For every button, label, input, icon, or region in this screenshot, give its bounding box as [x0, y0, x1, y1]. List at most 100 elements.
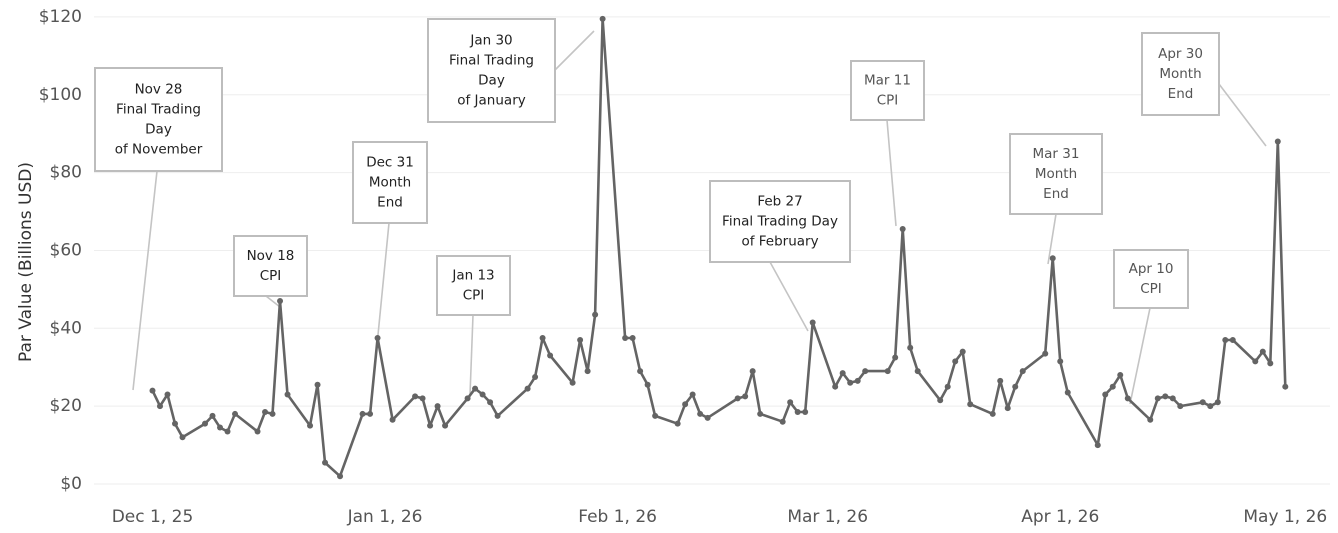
annotation-text: CPI [1140, 281, 1162, 297]
y-tick-label: $60 [50, 240, 82, 260]
data-point [1169, 395, 1176, 402]
y-tick-label: $100 [39, 85, 82, 105]
data-point [412, 393, 419, 400]
annotation-callout: Nov 28 Final Trading Day of November [94, 67, 223, 172]
annotation-text: Month [369, 175, 411, 191]
annotation-text: Day [478, 73, 505, 89]
data-point [434, 403, 441, 410]
data-point [1102, 391, 1109, 398]
data-point [269, 410, 276, 417]
data-point [952, 358, 959, 365]
data-point [1147, 416, 1154, 423]
data-point [539, 335, 546, 342]
data-point [314, 381, 321, 388]
data-point [779, 418, 786, 425]
data-point [1162, 393, 1169, 400]
data-point [674, 420, 681, 427]
data-point [577, 336, 584, 343]
data-point [967, 401, 974, 408]
data-point [1267, 360, 1274, 367]
annotation-leader-line [469, 314, 474, 396]
annotation-box [436, 255, 511, 316]
annotation-text: CPI [877, 93, 899, 109]
data-point [569, 379, 576, 386]
data-point [464, 395, 471, 402]
data-point [427, 422, 434, 429]
data-point [1199, 399, 1206, 406]
annotation-text: CPI [463, 288, 485, 304]
x-tick-label: Mar 1, 26 [787, 507, 868, 527]
data-point [1094, 442, 1101, 449]
annotation-text: Month [1159, 66, 1201, 82]
annotation-text: of February [741, 234, 818, 250]
data-point [547, 352, 554, 359]
data-point [172, 420, 179, 427]
x-tick-label: Jan 1, 26 [347, 507, 423, 527]
data-point [697, 410, 704, 417]
data-point [532, 373, 539, 380]
data-point [224, 428, 231, 435]
data-point [284, 391, 291, 398]
annotation-leader-line [1218, 83, 1267, 147]
data-point [907, 344, 914, 351]
annotation-box [94, 67, 223, 172]
y-tick-label: $40 [50, 318, 82, 338]
annotation-leader-line [1047, 213, 1057, 265]
data-point [809, 319, 816, 326]
data-point [787, 399, 794, 406]
data-point [734, 395, 741, 402]
annotation-leader-line [376, 222, 390, 346]
data-point [1274, 138, 1281, 145]
data-point [599, 15, 606, 22]
data-point [1207, 403, 1214, 410]
data-point [802, 408, 809, 415]
data-point [157, 403, 164, 410]
data-point [689, 391, 696, 398]
annotation-box [352, 141, 428, 224]
data-point [1222, 336, 1229, 343]
axis-layer: Par Value (Billions USD) $0 $20 $40 $60 $80 $… [16, 7, 1327, 527]
annotation-text: Jan 13 [451, 268, 494, 284]
annotation-text: Dec 31 [366, 155, 414, 171]
data-point [1229, 336, 1236, 343]
annotation-leader-line [265, 295, 281, 308]
data-point [1214, 399, 1221, 406]
data-point [847, 379, 854, 386]
data-point [202, 420, 209, 427]
data-point [149, 387, 156, 394]
data-point [794, 408, 801, 415]
data-point [1109, 383, 1116, 390]
y-tick-label: $80 [50, 163, 82, 183]
annotation-leader-line [886, 119, 897, 227]
data-point [254, 428, 261, 435]
data-point [622, 335, 629, 342]
annotation-leader-line [132, 170, 158, 391]
annotation-text: Nov 18 [247, 248, 295, 264]
annotation-text: of November [115, 142, 203, 158]
annotation-callout: Nov 18 CPI [233, 235, 308, 297]
data-point [959, 348, 966, 355]
data-point [232, 410, 239, 417]
data-point [704, 414, 711, 421]
data-point [419, 395, 426, 402]
data-point [1064, 389, 1071, 396]
annotation-text: Final Trading [449, 53, 534, 69]
data-point [757, 410, 764, 417]
x-tick-label: Apr 1, 26 [1021, 507, 1099, 527]
data-point [839, 370, 846, 377]
y-tick-label: $20 [50, 396, 82, 416]
data-point [487, 399, 494, 406]
annotation-callout: Feb 27 Final Trading Day of February [709, 180, 851, 263]
data-point [1042, 350, 1049, 357]
data-point [209, 412, 216, 419]
x-tick-label: May 1, 26 [1243, 507, 1327, 527]
annotation-box [1113, 249, 1189, 309]
data-point [307, 422, 314, 429]
annotation-box [233, 235, 308, 297]
data-point [322, 459, 329, 466]
data-point [892, 354, 899, 361]
data-point [914, 368, 921, 375]
annotation-leaders [132, 30, 1267, 405]
data-point [1012, 383, 1019, 390]
